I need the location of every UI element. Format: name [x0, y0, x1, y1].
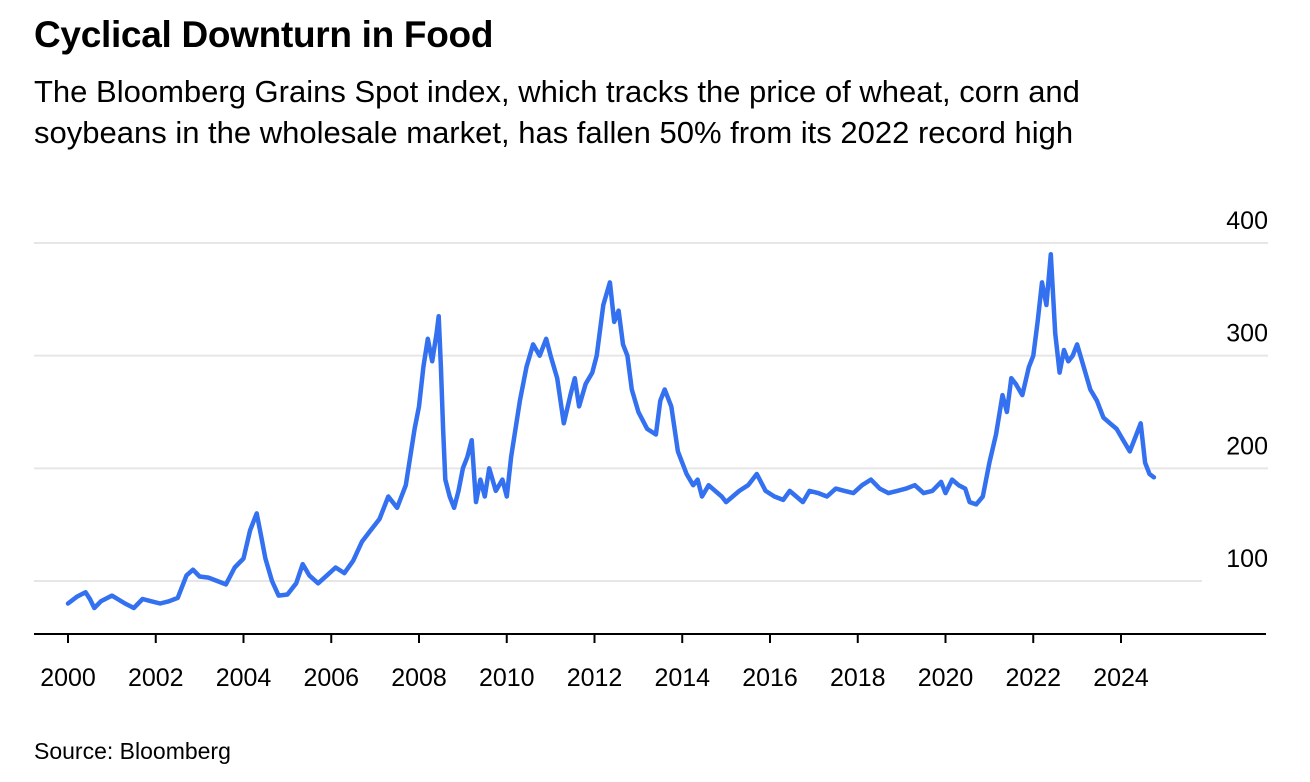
series-group	[65, 252, 1157, 611]
x-tick-label-2024: 2024	[1093, 664, 1149, 692]
x-axis-labels: 2000 2002 2004 2006 2008 2010 2012 2014 2016 2018…	[40, 664, 1149, 692]
y-tick-label-400: 400	[1226, 207, 1268, 235]
x-tick-label-2012: 2012	[567, 664, 623, 692]
chart-title: Cyclical Downturn in Food	[34, 14, 494, 55]
source-note: Source: Bloomberg	[34, 738, 231, 764]
subtitle-line-2: soybeans in the wholesale market, has fa…	[34, 115, 1074, 150]
x-tick-label-2016: 2016	[742, 664, 798, 692]
y-tick-label-200: 200	[1226, 432, 1268, 460]
subtitle-line-1: The Bloomberg Grains Spot index, which t…	[34, 74, 1080, 109]
x-axis-ticks	[67, 634, 1122, 643]
x-tick-label-2004: 2004	[216, 664, 272, 692]
x-tick-label-2010: 2010	[479, 664, 535, 692]
x-tick-label-2000: 2000	[40, 664, 96, 692]
x-tick-label-2006: 2006	[303, 664, 359, 692]
gridlines	[34, 242, 1268, 582]
x-tick-label-2022: 2022	[1005, 664, 1061, 692]
x-tick-label-2008: 2008	[391, 664, 447, 692]
chart-subtitle: The Bloomberg Grains Spot index, which t…	[34, 71, 1264, 153]
x-tick-label-2014: 2014	[654, 664, 710, 692]
y-tick-label-100: 100	[1226, 545, 1268, 573]
x-tick-label-2018: 2018	[830, 664, 886, 692]
x-tick-label-2020: 2020	[918, 664, 974, 692]
x-tick-label-2002: 2002	[128, 664, 184, 692]
y-tick-label-300: 300	[1226, 320, 1268, 348]
y-axis-labels: 100 200 300 400	[1226, 207, 1268, 573]
series-line-0	[65, 252, 1157, 611]
